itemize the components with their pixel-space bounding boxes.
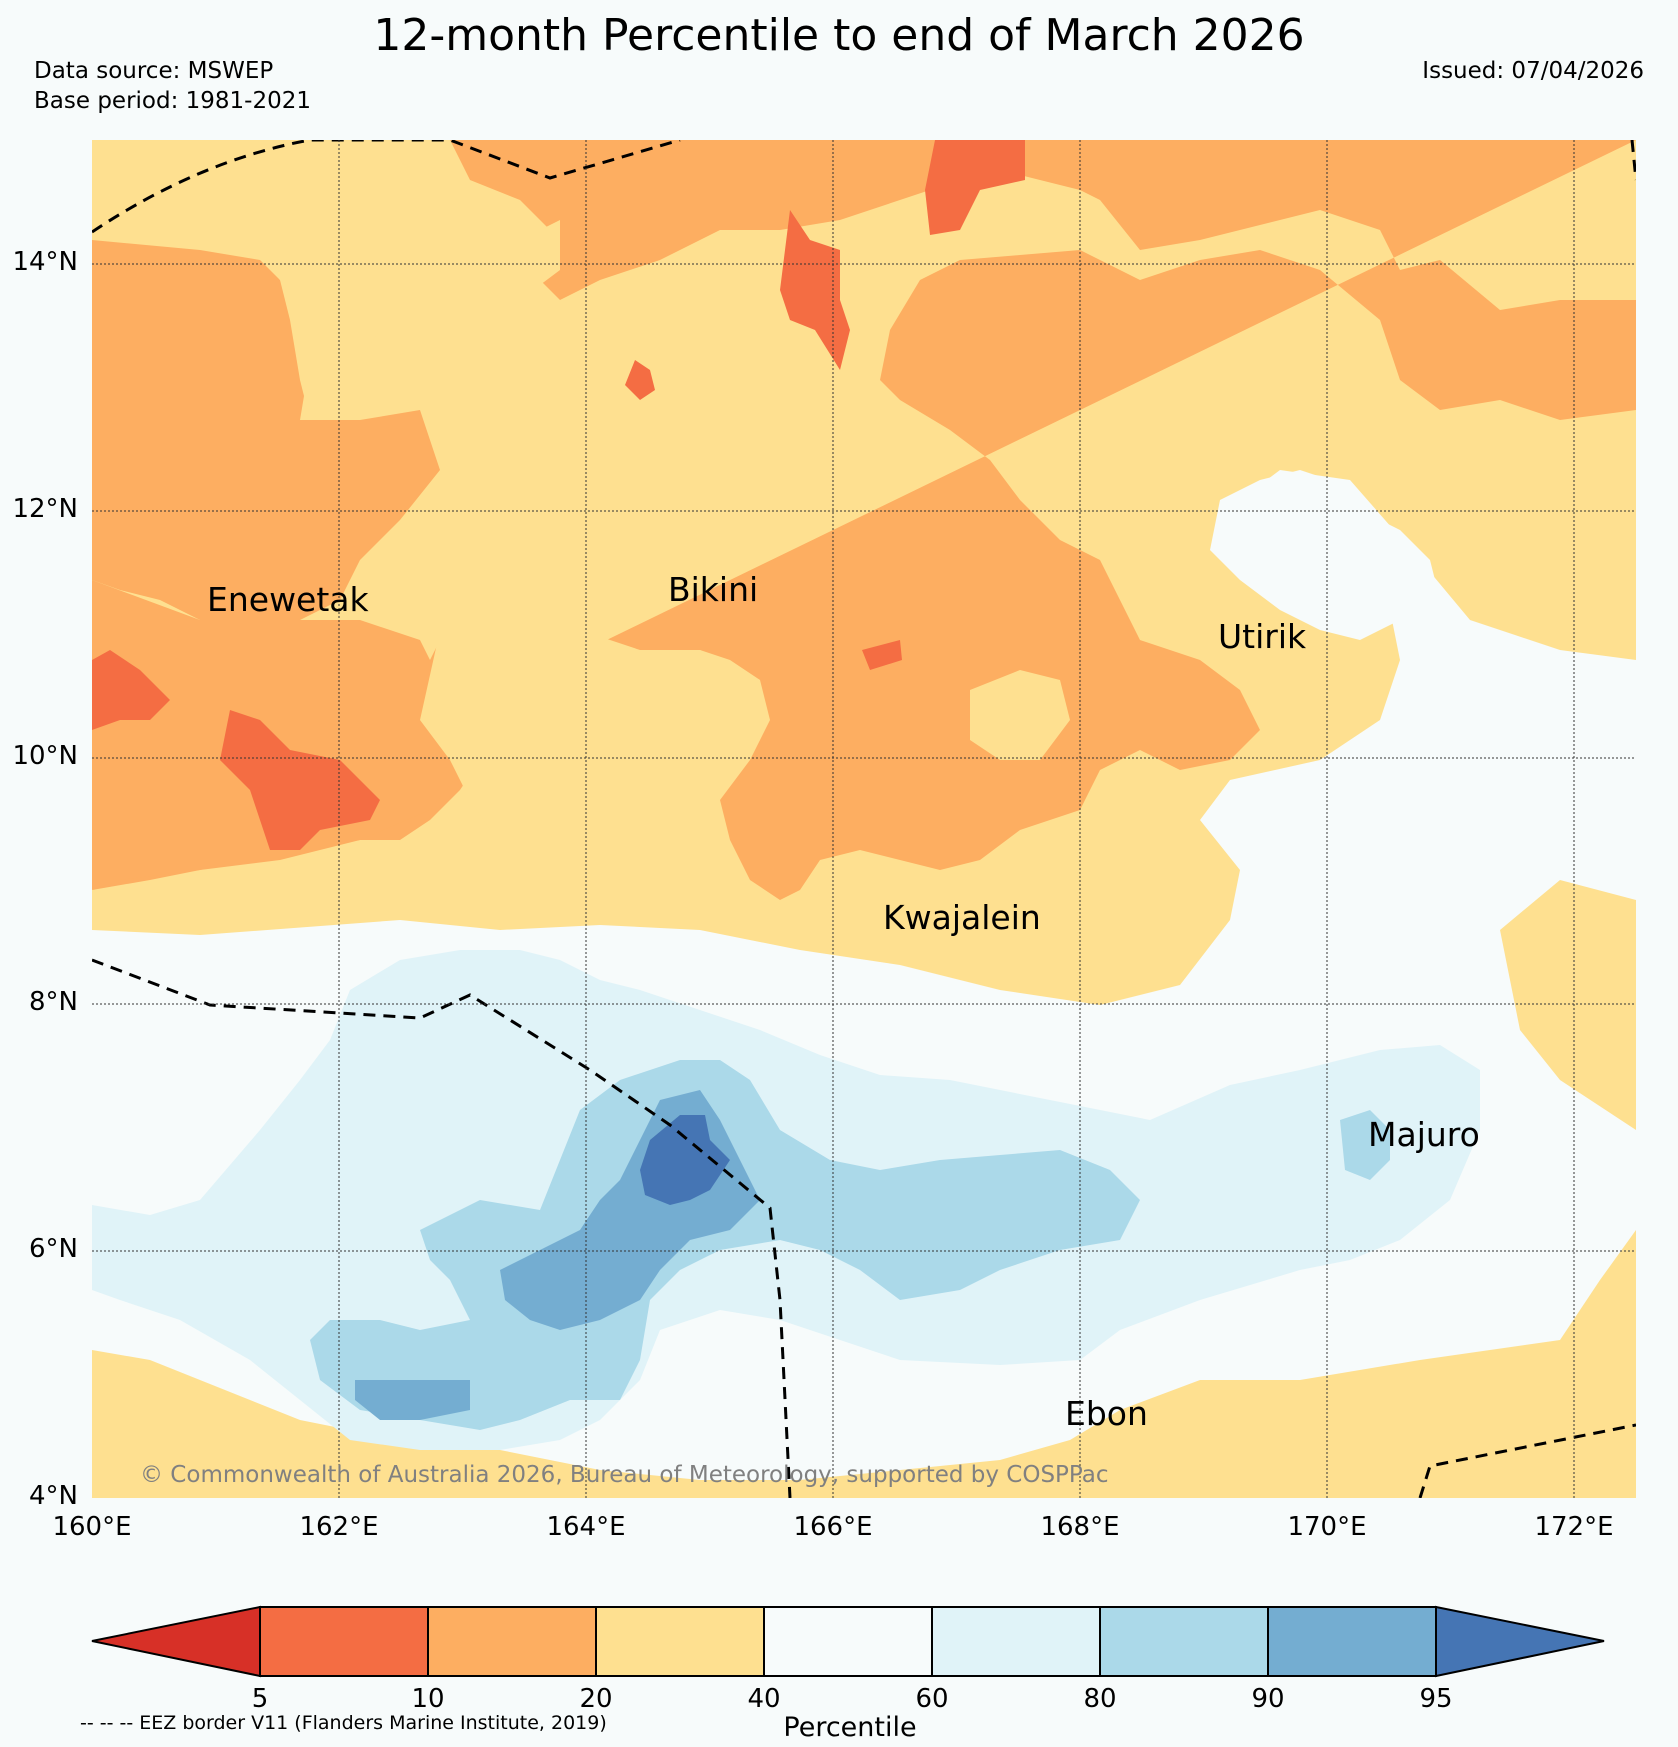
region-40-60-north-east <box>1210 470 1440 640</box>
colorbar-tick-20: 20 <box>579 1684 613 1714</box>
region-80-90 <box>310 1060 1140 1430</box>
place-utirik: Utirik <box>1218 617 1307 656</box>
region-10-20 <box>92 140 1636 900</box>
colorbar-5-10 <box>259 1606 429 1677</box>
lon-label-170e: 170°E <box>1287 1512 1367 1542</box>
colorbar-above-95 <box>1435 1605 1605 1678</box>
eez-borders <box>92 140 1636 1498</box>
region-5-10-c <box>92 650 170 730</box>
colorbar-tick-60: 60 <box>915 1684 949 1714</box>
colorbar-tick-80: 80 <box>1083 1684 1117 1714</box>
colorbar-tick-40: 40 <box>747 1684 781 1714</box>
place-kwajalein: Kwajalein <box>883 898 1041 937</box>
place-enewetak: Enewetak <box>207 580 369 619</box>
lat-label-10n: 10°N <box>12 741 78 771</box>
lon-label-172e: 172°E <box>1534 1512 1614 1542</box>
lat-label-14n: 14°N <box>12 247 78 277</box>
region-80-90-east <box>1340 1110 1390 1180</box>
colorbar-below-5 <box>91 1605 261 1678</box>
map-title: 12-month Percentile to end of March 2026 <box>373 10 1305 61</box>
colorbar-10-20 <box>427 1606 597 1677</box>
place-bikini: Bikini <box>668 570 759 609</box>
lat-label-12n: 12°N <box>12 494 78 524</box>
lon-label-162e: 162°E <box>299 1512 379 1542</box>
region-5-10-d <box>220 710 380 850</box>
base-period: Base period: 1981-2021 <box>34 88 312 114</box>
data-source: Data source: MSWEP <box>34 58 274 84</box>
issued-date: Issued: 07/04/2026 <box>1422 58 1644 84</box>
region-5-10-a <box>925 140 1025 235</box>
lon-label-168e: 168°E <box>1040 1512 1120 1542</box>
colorbar-tick-10: 10 <box>411 1684 445 1714</box>
colorbar <box>91 1605 1605 1678</box>
region-90-95-south <box>355 1380 470 1420</box>
colorbar-40-60 <box>763 1606 933 1677</box>
lon-label-164e: 164°E <box>546 1512 626 1542</box>
copyright-notice: © Commonwealth of Australia 2026, Bureau… <box>140 1462 1109 1488</box>
colorbar-90-95 <box>1267 1606 1437 1677</box>
region-5-10-e <box>862 640 902 670</box>
region-10-20-west <box>92 240 440 620</box>
colorbar-label: Percentile <box>783 1712 917 1743</box>
region-20-40-inset-north <box>250 160 560 420</box>
region-20-40-inset-east <box>970 670 1070 760</box>
colorbar-tick-5: 5 <box>251 1684 269 1714</box>
region-20-40-inset-center <box>420 600 760 880</box>
region-5-10-f <box>625 360 655 400</box>
eez-border-note: -- -- -- EEZ border V11 (Flanders Marine… <box>80 1712 607 1734</box>
place-ebon: Ebon <box>1065 1394 1148 1433</box>
lat-label-6n: 6°N <box>29 1234 78 1264</box>
lat-label-4n: 4°N <box>29 1481 78 1511</box>
place-majuro: Majuro <box>1368 1115 1480 1154</box>
graticule <box>92 140 1636 1498</box>
colorbar-80-90 <box>1099 1606 1269 1677</box>
colorbar-20-40 <box>595 1606 765 1677</box>
region-above-95 <box>640 1115 730 1205</box>
lon-label-166e: 166°E <box>793 1512 873 1542</box>
colorbar-60-80 <box>931 1606 1101 1677</box>
lon-label-160e: 160°E <box>52 1512 132 1542</box>
colorbar-tick-90: 90 <box>1251 1684 1285 1714</box>
map-plot-area <box>92 140 1636 1498</box>
region-10-20-west-lower <box>92 580 470 890</box>
lat-label-8n: 8°N <box>29 987 78 1017</box>
colorbar-tick-95: 95 <box>1419 1684 1453 1714</box>
